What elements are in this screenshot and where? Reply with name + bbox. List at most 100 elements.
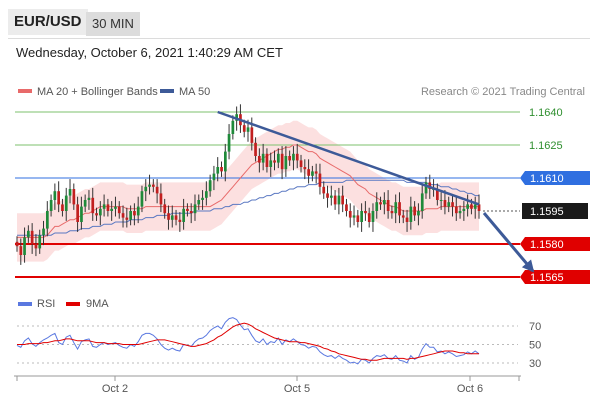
candle-body bbox=[341, 195, 344, 205]
candle-body bbox=[258, 156, 261, 163]
candle-body bbox=[394, 202, 398, 214]
candle-body bbox=[277, 153, 280, 163]
candle-body bbox=[413, 206, 416, 216]
candle-body bbox=[182, 208, 185, 222]
last-price-label: 1.1595 bbox=[530, 206, 564, 218]
candle-body bbox=[76, 204, 79, 222]
candle-body bbox=[91, 197, 95, 214]
candle-body bbox=[333, 195, 337, 205]
candle-body bbox=[307, 169, 310, 176]
candle-body bbox=[326, 193, 329, 198]
candle-body bbox=[379, 202, 382, 205]
candle-body bbox=[477, 204, 481, 211]
forecast-arrow-head bbox=[521, 259, 535, 273]
candle-body bbox=[227, 134, 231, 152]
candle-body bbox=[424, 182, 428, 194]
candle-body bbox=[288, 156, 291, 161]
candle-body bbox=[436, 189, 439, 200]
candle-body bbox=[318, 173, 322, 187]
candle-body bbox=[224, 151, 227, 172]
candle-body bbox=[409, 206, 413, 222]
rsi-legend-swatch bbox=[18, 302, 32, 306]
candle-body bbox=[95, 213, 98, 216]
timeframe-badge[interactable]: 30 MIN bbox=[86, 12, 140, 36]
candle-body bbox=[417, 211, 420, 216]
trendline bbox=[217, 110, 480, 206]
candle-body bbox=[121, 213, 125, 218]
level-label: 1.1580 bbox=[530, 239, 564, 251]
rsi-tick-label: 70 bbox=[529, 321, 541, 333]
level-label: 1.1610 bbox=[530, 173, 564, 185]
rsi-line bbox=[16, 317, 480, 365]
level-badge bbox=[520, 237, 590, 251]
candle-body bbox=[201, 197, 204, 200]
candle-body bbox=[57, 191, 60, 205]
candle-body bbox=[64, 195, 68, 211]
candle-body bbox=[38, 235, 42, 249]
candle-body bbox=[295, 153, 299, 161]
candle-body bbox=[68, 189, 72, 196]
candle-body bbox=[144, 186, 148, 192]
candle-body bbox=[311, 171, 314, 176]
candle-body bbox=[186, 208, 189, 211]
candle-body bbox=[246, 127, 250, 132]
bollinger-band bbox=[17, 120, 479, 262]
candle-body bbox=[61, 204, 64, 211]
ma9-line bbox=[17, 322, 479, 361]
candle-body bbox=[269, 160, 273, 167]
forecast-arrow-shaft bbox=[482, 212, 535, 272]
chart-header: EUR/USD 30 MIN bbox=[0, 0, 598, 38]
candle-body bbox=[42, 228, 45, 236]
timestamp-label: Wednesday, October 6, 2021 1:40:29 AM CE… bbox=[16, 45, 283, 60]
candle-body bbox=[155, 186, 159, 194]
candle-body bbox=[30, 230, 34, 244]
candle-body bbox=[152, 184, 155, 187]
candle-body bbox=[102, 204, 106, 209]
candle-body bbox=[197, 200, 201, 205]
level-label: 1.1565 bbox=[530, 272, 564, 284]
candle-body bbox=[439, 200, 443, 201]
candle-body bbox=[280, 153, 284, 170]
candle-body bbox=[470, 204, 473, 209]
candle-body bbox=[125, 217, 129, 220]
header-divider bbox=[8, 38, 590, 39]
x-tick-label: Oct 6 bbox=[457, 383, 483, 395]
candle-body bbox=[193, 204, 197, 214]
candle-body bbox=[114, 206, 117, 209]
candle-body bbox=[314, 171, 318, 174]
candle-body bbox=[72, 189, 76, 205]
candle-body bbox=[398, 202, 401, 216]
level-badge bbox=[520, 171, 590, 185]
ma50-line bbox=[17, 179, 479, 236]
candle-body bbox=[443, 200, 447, 207]
x-tick-label: Oct 2 bbox=[102, 383, 128, 395]
x-tick-label: Oct 5 bbox=[284, 383, 310, 395]
copyright-label: Research © 2021 Trading Central bbox=[421, 86, 585, 98]
candle-body bbox=[53, 191, 57, 200]
candle-body bbox=[220, 167, 223, 172]
candle-body bbox=[208, 180, 212, 192]
candle-body bbox=[367, 213, 371, 222]
candle-body bbox=[352, 215, 356, 218]
candle-body bbox=[167, 213, 170, 220]
candle-body bbox=[360, 211, 363, 222]
candle-body bbox=[23, 237, 26, 255]
candle-body bbox=[405, 217, 409, 222]
candle-body bbox=[466, 204, 469, 209]
candle-body bbox=[163, 204, 167, 214]
candle-body bbox=[170, 215, 174, 220]
ma50-legend-swatch bbox=[160, 89, 174, 93]
candle-body bbox=[386, 200, 390, 211]
level-badge bbox=[520, 270, 590, 284]
candle-body bbox=[15, 241, 19, 247]
candle-body bbox=[462, 208, 466, 211]
candle-body bbox=[87, 197, 91, 200]
candle-body bbox=[330, 195, 333, 198]
candle-body bbox=[420, 193, 424, 211]
candle-body bbox=[375, 202, 379, 211]
candle-body bbox=[216, 167, 220, 174]
candle-body bbox=[80, 206, 83, 222]
candle-body bbox=[129, 211, 132, 220]
candle-body bbox=[133, 211, 136, 216]
candle-body bbox=[292, 153, 295, 161]
